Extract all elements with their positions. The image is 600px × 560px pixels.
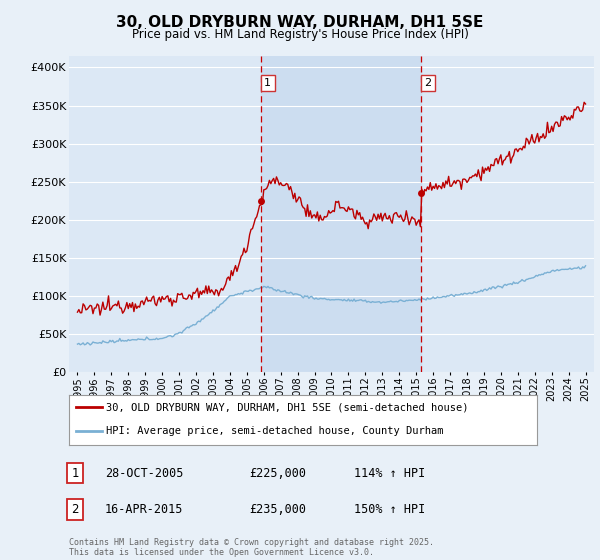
Bar [261,56,421,372]
Text: Contains HM Land Registry data © Crown copyright and database right 2025.
This d: Contains HM Land Registry data © Crown c… [69,538,434,557]
Text: 150% ↑ HPI: 150% ↑ HPI [354,503,425,516]
Text: 30, OLD DRYBURN WAY, DURHAM, DH1 5SE: 30, OLD DRYBURN WAY, DURHAM, DH1 5SE [116,15,484,30]
Text: 1: 1 [264,78,271,88]
Text: HPI: Average price, semi-detached house, County Durham: HPI: Average price, semi-detached house,… [106,426,444,436]
Text: 16-APR-2015: 16-APR-2015 [105,503,184,516]
Text: 2: 2 [71,503,79,516]
Text: Price paid vs. HM Land Registry's House Price Index (HPI): Price paid vs. HM Land Registry's House … [131,28,469,41]
Text: 2: 2 [424,78,431,88]
Text: 28-OCT-2005: 28-OCT-2005 [105,466,184,480]
Text: £225,000: £225,000 [249,466,306,480]
Text: 30, OLD DRYBURN WAY, DURHAM, DH1 5SE (semi-detached house): 30, OLD DRYBURN WAY, DURHAM, DH1 5SE (se… [106,403,469,412]
Text: 1: 1 [71,466,79,480]
Text: £235,000: £235,000 [249,503,306,516]
Text: 114% ↑ HPI: 114% ↑ HPI [354,466,425,480]
